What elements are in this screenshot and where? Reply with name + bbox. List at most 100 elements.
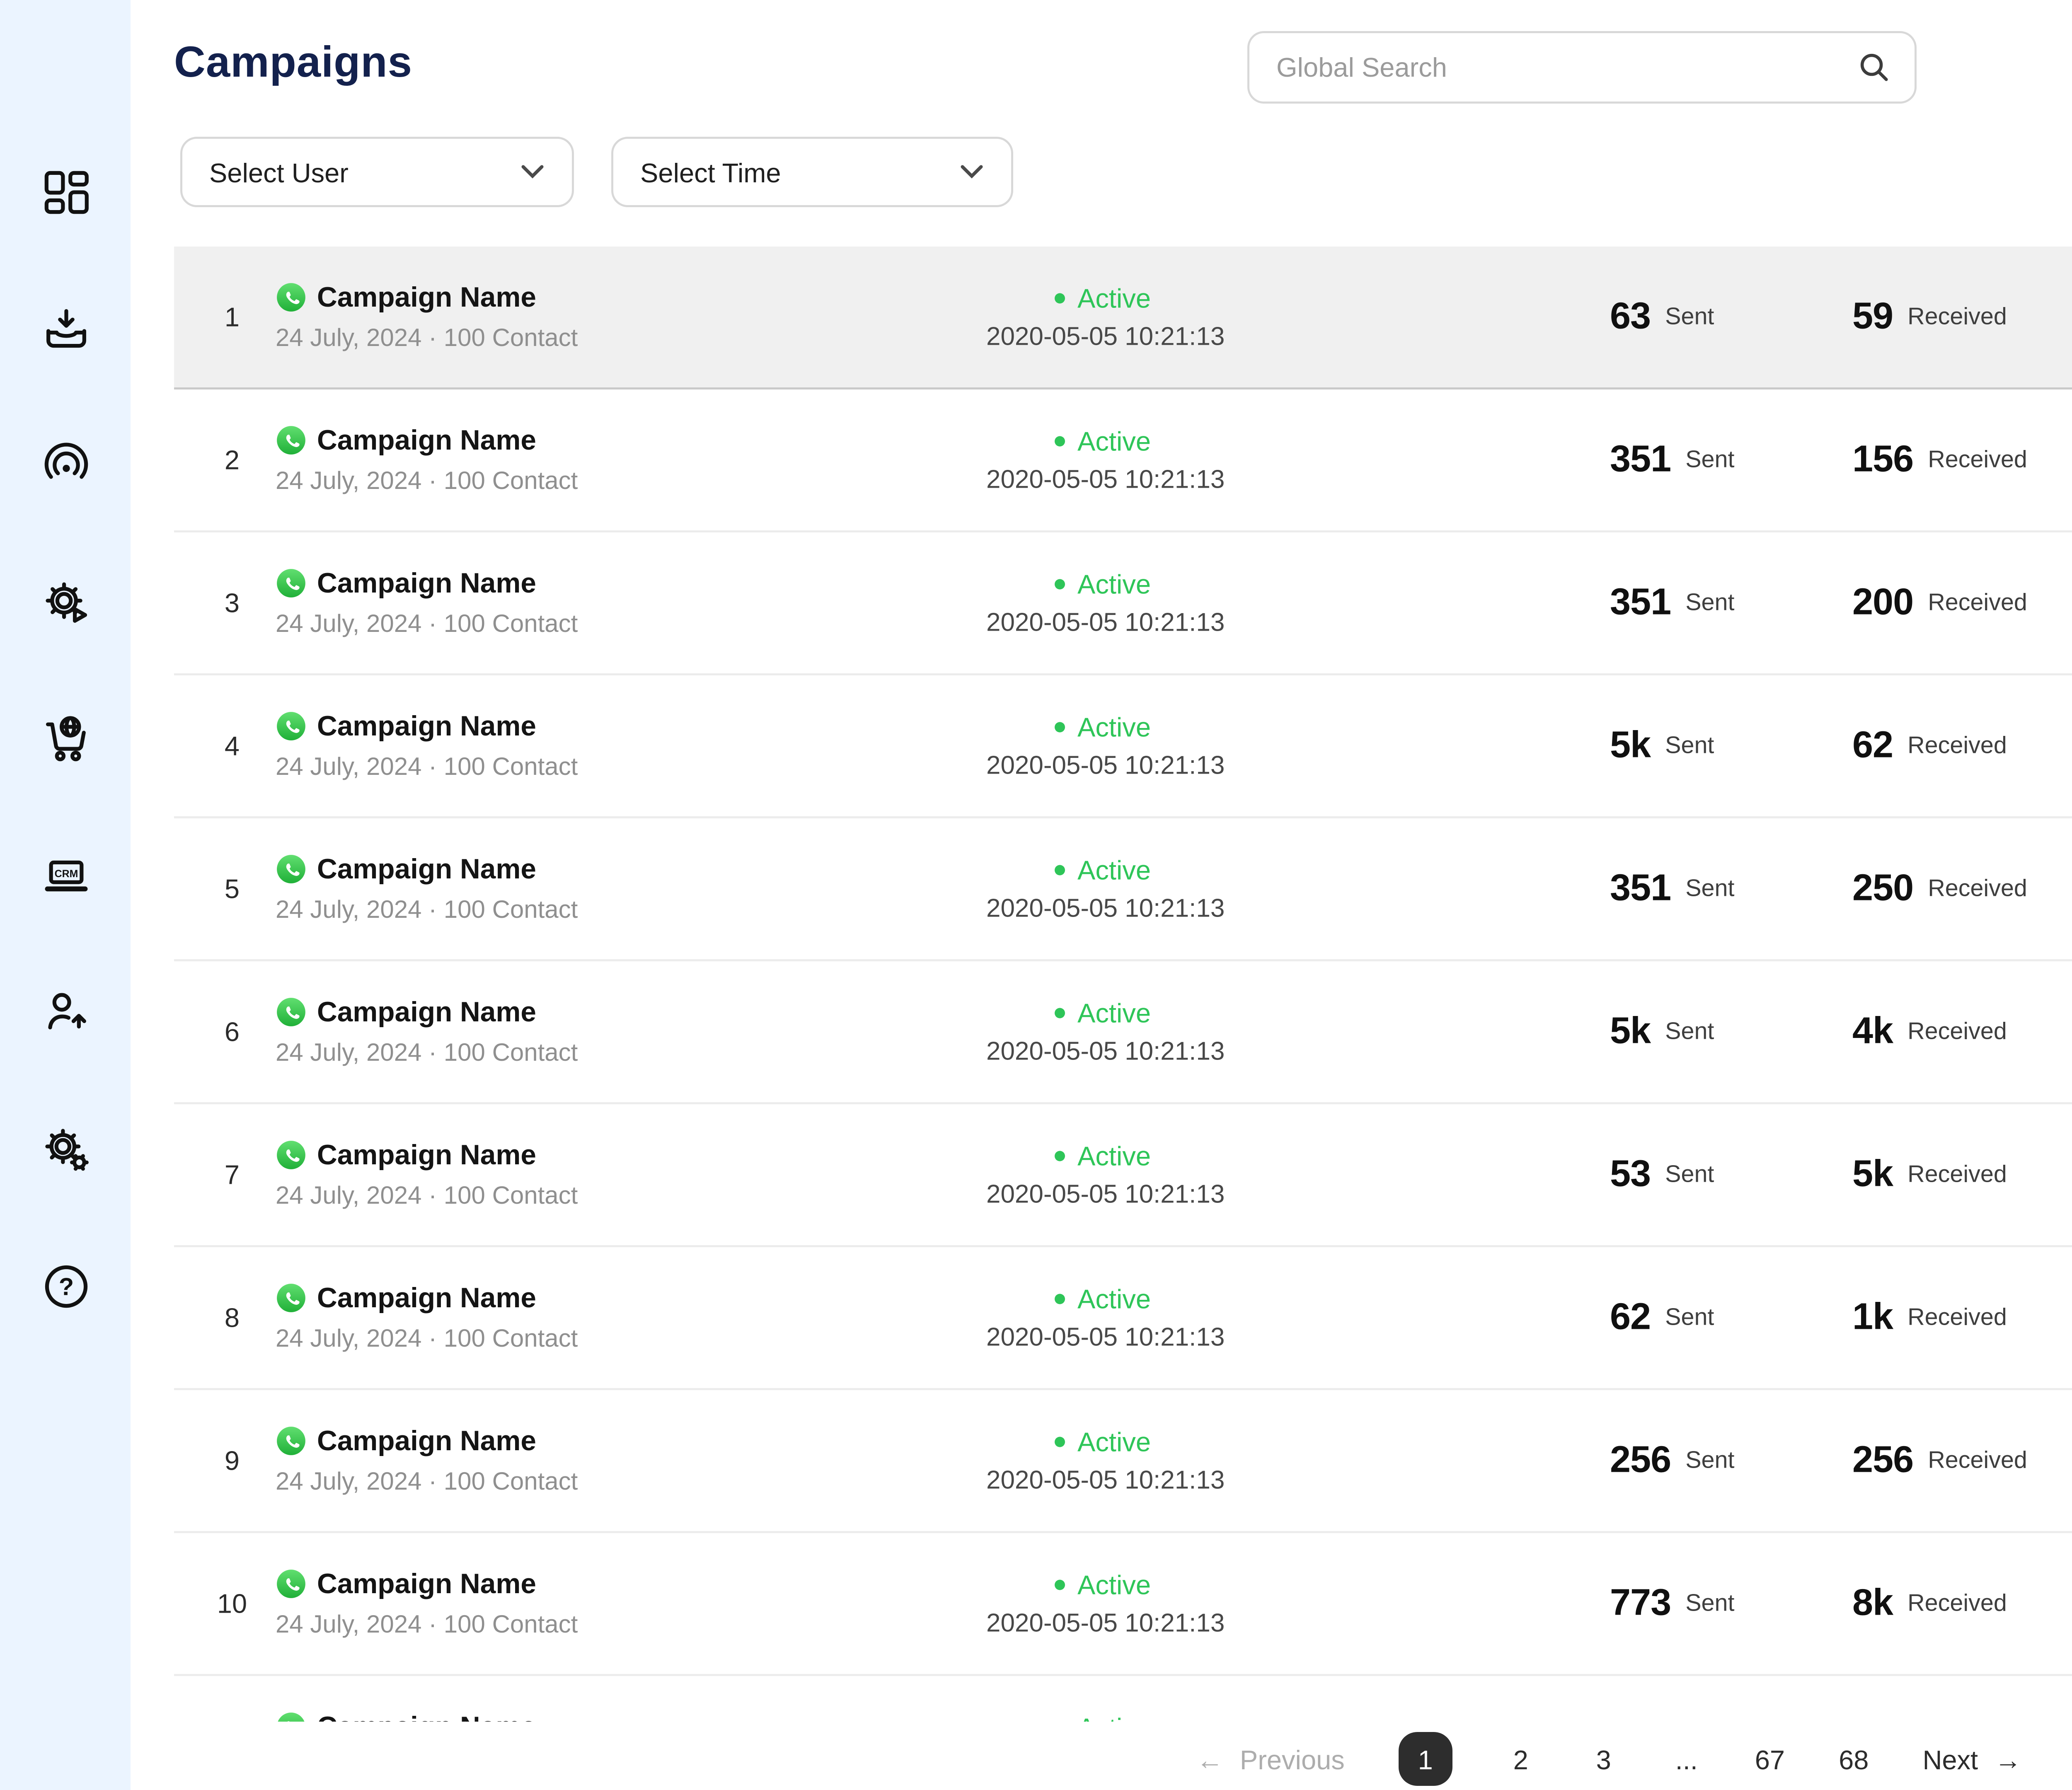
- whatsapp-icon: [277, 1141, 305, 1169]
- row-number: 3: [224, 587, 240, 619]
- sent-label: Sent: [1685, 1591, 1735, 1616]
- cart-globe-icon: [45, 716, 85, 762]
- campaign-meta: 24 July, 2024 · 100 Contact: [276, 1467, 578, 1496]
- campaign-name: Campaign Name: [317, 568, 536, 599]
- sent-label: Sent: [1685, 876, 1735, 901]
- page-button[interactable]: 68: [1839, 1743, 1869, 1775]
- row-number: 5: [224, 873, 240, 905]
- sent-label: Sent: [1685, 590, 1735, 615]
- sent-label: Sent: [1665, 1305, 1714, 1330]
- search-icon: [1860, 53, 1888, 81]
- status-dot-icon: [1055, 293, 1065, 304]
- sidebar-item-dashboard[interactable]: [39, 166, 92, 220]
- status-badge: Active: [1077, 711, 1151, 743]
- received-label: Received: [1907, 1162, 2007, 1187]
- stat-received: 62 Received: [1852, 724, 2007, 768]
- campaign-name: Campaign Name: [317, 1425, 536, 1456]
- status-dot-icon: [1055, 436, 1065, 447]
- campaign-name: Campaign Name: [317, 711, 536, 742]
- user-up-arrow-icon: [47, 993, 85, 1030]
- table-row: 7 Campaign Name 24 July, 2024 · 100 Cont…: [174, 1104, 2072, 1247]
- chevron-down-icon: [961, 165, 983, 179]
- whatsapp-icon: [277, 426, 305, 455]
- sidebar-item-automation[interactable]: [39, 576, 92, 630]
- campaign-timestamp: 2020-05-05 10:21:13: [986, 608, 1225, 637]
- row-number: 10: [217, 1588, 247, 1619]
- received-value: 8k: [1852, 1582, 1893, 1623]
- previous-label: Previous: [1239, 1743, 1345, 1775]
- stat-received: 1k Received: [1852, 1296, 2007, 1340]
- stat-received: 59 Received: [1852, 295, 2007, 339]
- page-title: Campaigns: [174, 39, 412, 87]
- campaign-cell: Campaign Name 24 July, 2024 · 100 Contac…: [276, 1568, 578, 1639]
- status-cell: Active 2020-05-05 10:21:13: [986, 1141, 1225, 1209]
- status-badge: Active: [1077, 1569, 1151, 1601]
- row-number: 6: [224, 1016, 240, 1047]
- pagination: ← Previous 1 2 3... 67 68 Next →: [174, 1730, 2072, 1788]
- campaign-timestamp: 2020-05-05 10:21:13: [986, 894, 1225, 923]
- page-list: 1 2 3... 67 68: [1398, 1732, 1869, 1786]
- whatsapp-icon: [277, 998, 305, 1026]
- campaign-meta: 24 July, 2024 · 100 Contact: [276, 466, 578, 495]
- campaign-meta: 24 July, 2024 · 100 Contact: [276, 752, 578, 781]
- next-page-button[interactable]: Next →: [1922, 1744, 2021, 1775]
- status-cell: Active 2020-05-05 10:21:13: [986, 1713, 1225, 1722]
- page-ellipsis: ...: [1672, 1744, 1701, 1775]
- sidebar-item-user-export[interactable]: [39, 986, 92, 1040]
- page-button[interactable]: 2: [1506, 1744, 1535, 1775]
- svg-text:?: ?: [58, 1273, 73, 1301]
- gear-settings-icon: [44, 1129, 88, 1171]
- status-dot-icon: [1055, 1294, 1065, 1304]
- sent-value: 773: [1610, 1582, 1671, 1623]
- row-number: 1: [224, 301, 240, 333]
- page-button[interactable]: 67: [1755, 1743, 1785, 1775]
- received-value: 256: [1852, 1439, 1914, 1480]
- crm-laptop-icon: CRM: [44, 860, 87, 892]
- sent-value: 351: [1610, 867, 1671, 909]
- sidebar-item-broadcast[interactable]: [39, 439, 92, 493]
- sent-label: Sent: [1685, 1448, 1735, 1473]
- status-cell: Active 2020-05-05 10:21:13: [986, 712, 1225, 780]
- campaign-name: Campaign Name: [317, 1711, 536, 1722]
- stat-received: 250 Received: [1852, 867, 2027, 911]
- sidebar-item-commerce[interactable]: [39, 713, 92, 767]
- received-value: 1k: [1852, 1296, 1893, 1338]
- whatsapp-icon: [277, 569, 305, 597]
- broadcast-radar-icon: [44, 443, 87, 479]
- stat-sent: 63 Sent: [1610, 295, 1714, 339]
- whatsapp-icon: [277, 1570, 305, 1598]
- select-user-dropdown[interactable]: Select User: [180, 137, 574, 207]
- status-cell: Active 2020-05-05 10:21:13: [986, 1427, 1225, 1495]
- status-badge: Active: [1077, 568, 1151, 600]
- help-circle-icon: ?: [44, 1265, 87, 1308]
- page-button[interactable]: 3: [1589, 1744, 1618, 1775]
- campaign-name: Campaign Name: [317, 854, 536, 885]
- sidebar-item-settings[interactable]: [39, 1123, 92, 1177]
- search-input[interactable]: [1247, 31, 1917, 104]
- campaign-cell: Campaign Name 24 July, 2024 · 100 Contac…: [276, 1139, 578, 1210]
- status-badge: Active: [1077, 1713, 1151, 1722]
- sent-value: 63: [1610, 295, 1651, 337]
- status-dot-icon: [1055, 1580, 1065, 1590]
- status-cell: Active 2020-05-05 10:21:13: [986, 426, 1225, 494]
- campaign-meta: 24 July, 2024 · 100 Contact: [276, 609, 578, 638]
- sent-value: 5k: [1610, 1010, 1651, 1052]
- page-button[interactable]: 1: [1398, 1732, 1452, 1786]
- stat-received: 8k Received: [1852, 1582, 2007, 1626]
- campaign-name: Campaign Name: [317, 997, 536, 1028]
- stat-sent: 256 Sent: [1610, 1439, 1735, 1483]
- sidebar-item-crm[interactable]: CRM: [39, 849, 92, 903]
- chevron-down-icon: [521, 165, 544, 179]
- campaign-meta: 24 July, 2024 · 100 Contact: [276, 1610, 578, 1639]
- select-time-dropdown[interactable]: Select Time: [611, 137, 1013, 207]
- sidebar-item-inbox[interactable]: [39, 302, 92, 356]
- sent-value: 5k: [1610, 724, 1651, 766]
- sidebar-item-help[interactable]: ?: [39, 1260, 92, 1313]
- status-cell: Active 2020-05-05 10:21:13: [986, 283, 1225, 351]
- campaign-cell: Campaign Name 24 July, 2024 · 100 Contac…: [276, 282, 578, 352]
- stat-sent: 5k Sent: [1610, 724, 1714, 768]
- previous-page-button[interactable]: ← Previous: [1196, 1744, 1345, 1775]
- campaign-meta: 24 July, 2024 · 100 Contact: [276, 1324, 578, 1353]
- row-number: 8: [224, 1302, 240, 1333]
